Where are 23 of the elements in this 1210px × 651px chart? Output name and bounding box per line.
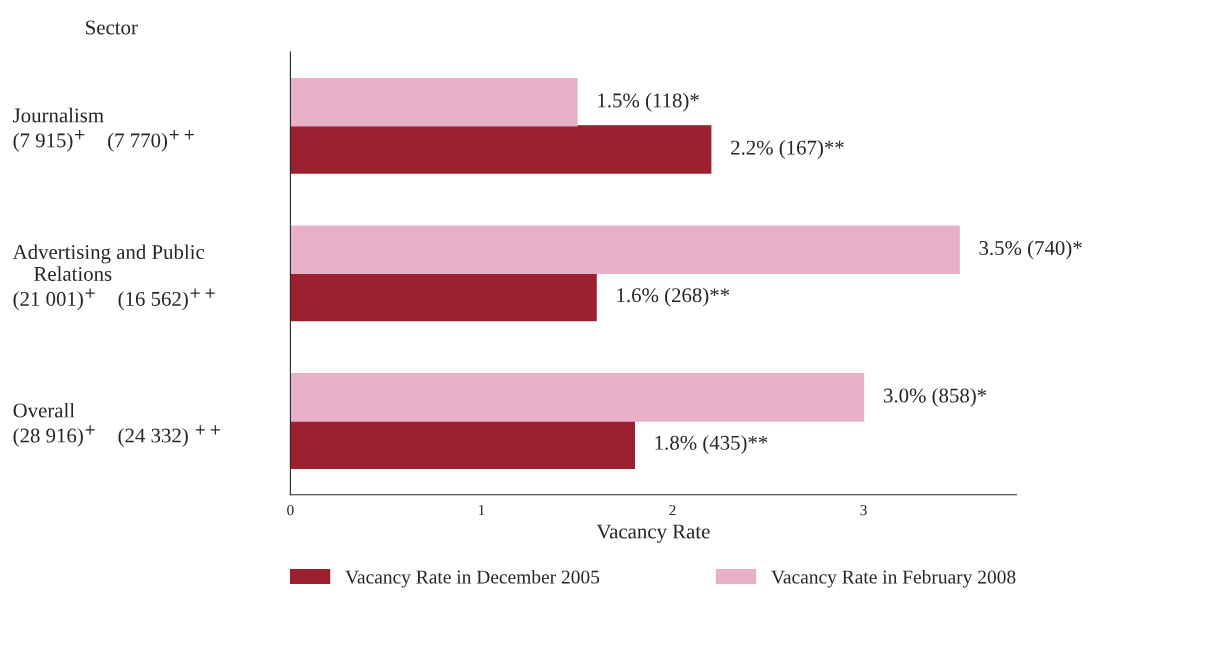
x-tick-label: 0 <box>287 504 294 516</box>
legend-label: Vacancy Rate in February 2008 <box>771 569 1016 588</box>
x-axis-title: Vacancy Rate <box>596 524 710 543</box>
data-label: 2.2% (167)** <box>731 140 844 159</box>
bar <box>290 125 712 174</box>
x-tick-label: 1 <box>478 505 485 516</box>
data-label: 1.5% (118)* <box>598 92 699 112</box>
data-label: 3.5% (740)* <box>979 240 1082 260</box>
bar <box>290 272 597 322</box>
bar <box>290 420 635 469</box>
text: Sector <box>86 20 138 35</box>
legend-label: Vacancy Rate in December 2005 <box>345 569 600 588</box>
x-tick-label: 3 <box>860 504 867 516</box>
category-label: Journalism (7 915)$^{+}$ (7 770)$^{++}$ <box>13 107 194 152</box>
bar <box>290 373 865 422</box>
category-label: Advertising and Public Relations (21 001)$^{+}$ (16 562)$^{++}$ <box>12 244 215 311</box>
bar <box>290 77 578 127</box>
data-label: 1.8% (435)** <box>655 435 768 455</box>
bar <box>290 225 960 275</box>
x-tick-label: 2 <box>669 504 676 516</box>
data-label: 3.0% (858)* <box>884 387 987 407</box>
data-label: 1.6% (268)** <box>617 287 730 307</box>
category-label: Overall (28 916)$^{+}$ (24 332) $^{++}$ <box>13 402 220 447</box>
